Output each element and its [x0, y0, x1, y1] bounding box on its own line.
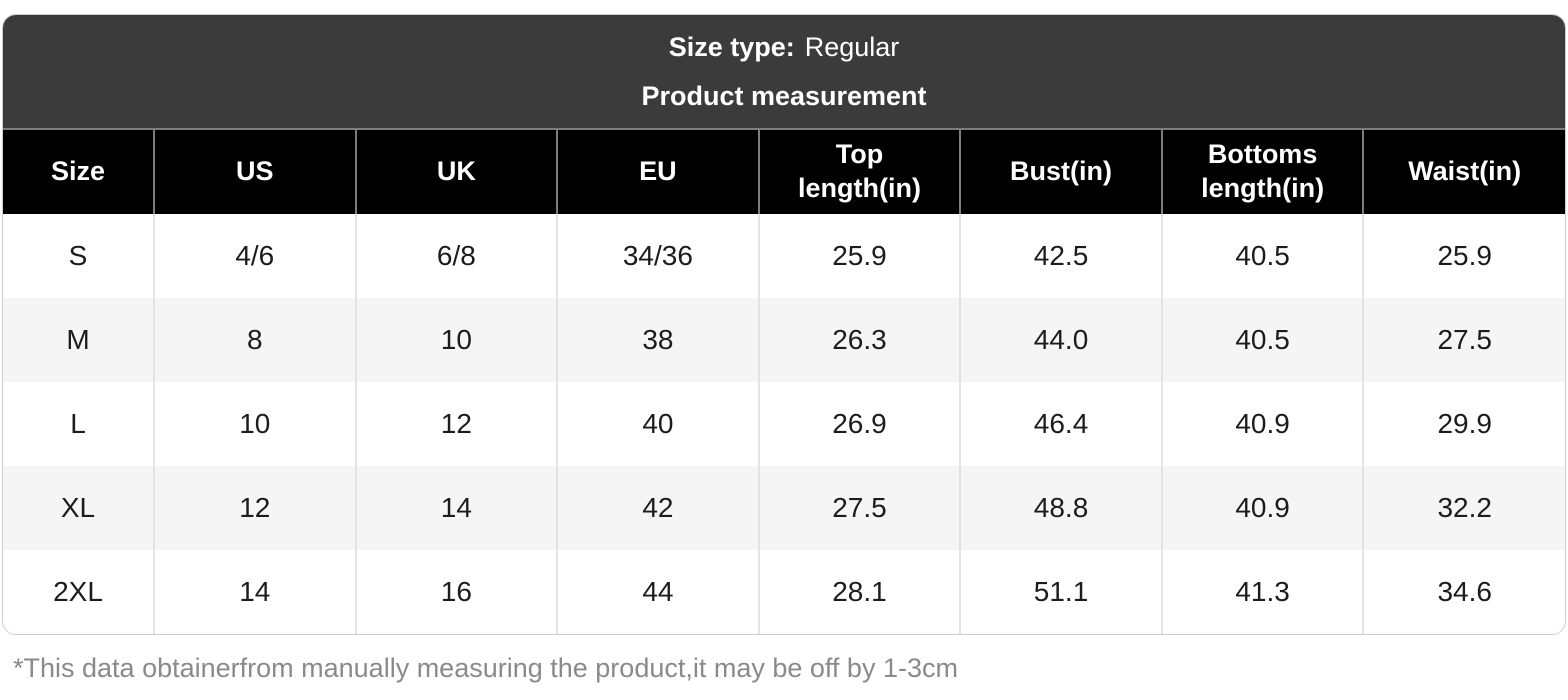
table-cell: 26.9 — [757, 382, 961, 466]
column-header-us: US — [153, 128, 356, 214]
table-cell: 12 — [354, 382, 558, 466]
table-cell: 25.9 — [1362, 214, 1565, 298]
table-cell: 25.9 — [757, 214, 961, 298]
product-measurement-title: Product measurement — [641, 80, 927, 111]
measurement-disclaimer: *This data obtainerfrom manually measuri… — [13, 653, 958, 683]
table-cell: 14 — [153, 550, 356, 634]
table-row-xl: XL 12 14 42 27.5 48.8 40.9 32.2 — [3, 466, 1565, 550]
table-cell: 38 — [556, 298, 759, 382]
table-cell: 41.3 — [1160, 550, 1364, 634]
table-cell: 40.9 — [1160, 382, 1364, 466]
table-cell: L — [3, 382, 154, 466]
table-cell: 48.8 — [959, 466, 1162, 550]
table-cell: 26.3 — [757, 298, 961, 382]
column-header-size: Size — [3, 128, 154, 214]
size-type-label: Size type: — [668, 32, 795, 63]
table-cell: 44 — [556, 550, 759, 634]
table-cell: 28.1 — [757, 550, 961, 634]
column-header-bottoms-length: Bottoms length(in) — [1160, 128, 1364, 214]
table-cell: 46.4 — [959, 382, 1162, 466]
column-header-bust: Bust(in) — [959, 128, 1162, 214]
table-cell: 32.2 — [1362, 466, 1565, 550]
column-header-eu: EU — [556, 128, 759, 214]
table-cell: 4/6 — [153, 214, 356, 298]
table-cell: 27.5 — [757, 466, 961, 550]
table-cell: M — [3, 298, 154, 382]
column-header-waist: Waist(in) — [1362, 128, 1565, 214]
table-cell: XL — [3, 466, 154, 550]
size-chart-table: Size US UK EU Top length(in) Bust(in) Bo… — [3, 128, 1565, 634]
table-cell: 29.9 — [1362, 382, 1565, 466]
table-cell: 12 — [153, 466, 356, 550]
table-cell: 40.9 — [1160, 466, 1364, 550]
table-cell: 42 — [556, 466, 759, 550]
table-row-l: L 10 12 40 26.9 46.4 40.9 29.9 — [3, 382, 1565, 466]
column-header-top-length: Top length(in) — [757, 128, 961, 214]
table-cell: 44.0 — [959, 298, 1162, 382]
table-row-s: S 4/6 6/8 34/36 25.9 42.5 40.5 25.9 — [3, 214, 1565, 298]
table-cell: 8 — [153, 298, 356, 382]
table-cell: 40.5 — [1160, 214, 1364, 298]
table-cell: S — [3, 214, 154, 298]
table-cell: 42.5 — [959, 214, 1162, 298]
table-cell: 27.5 — [1362, 298, 1565, 382]
column-header-uk: UK — [354, 128, 558, 214]
size-chart-panel: Size type: Regular Product measurement Si… — [2, 14, 1566, 635]
table-cell: 10 — [153, 382, 356, 466]
table-cell: 34/36 — [556, 214, 759, 298]
table-cell: 40.5 — [1160, 298, 1364, 382]
table-cell: 40 — [556, 382, 759, 466]
table-row-2xl: 2XL 14 16 44 28.1 51.1 41.3 34.6 — [3, 550, 1565, 634]
table-header-row: Size US UK EU Top length(in) Bust(in) Bo… — [3, 128, 1565, 214]
table-cell: 16 — [354, 550, 558, 634]
table-cell: 51.1 — [959, 550, 1162, 634]
size-type-value: Regular — [804, 32, 900, 63]
size-chart-header: Size type: Regular Product measurement — [3, 15, 1565, 128]
size-type-line: Size type: Regular — [669, 31, 900, 63]
table-cell: 2XL — [3, 550, 154, 634]
table-cell: 14 — [354, 466, 558, 550]
table-cell: 6/8 — [354, 214, 558, 298]
table-cell: 34.6 — [1362, 550, 1565, 634]
table-row-m: M 8 10 38 26.3 44.0 40.5 27.5 — [3, 298, 1565, 382]
table-cell: 10 — [354, 298, 558, 382]
